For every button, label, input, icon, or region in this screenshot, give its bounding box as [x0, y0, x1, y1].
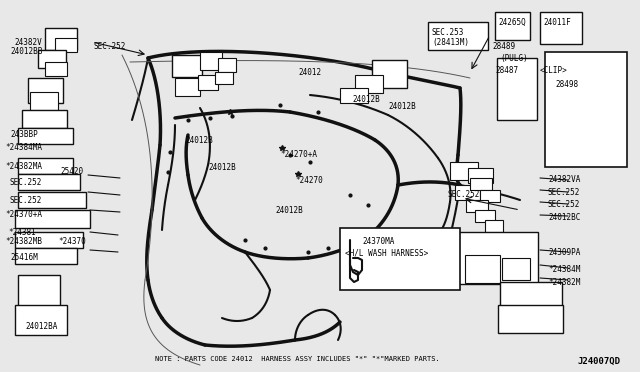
Text: SEC.252: SEC.252 [548, 188, 580, 197]
Bar [22, 110, 67, 128]
Text: SEC.252: SEC.252 [548, 200, 580, 209]
Bar [18, 174, 80, 190]
Bar [30, 92, 58, 110]
Text: <CLIP>: <CLIP> [540, 66, 568, 75]
Bar [18, 275, 60, 307]
Bar [495, 12, 530, 40]
Bar [545, 52, 627, 167]
Bar [372, 60, 407, 88]
Bar [18, 158, 73, 174]
Bar [450, 162, 478, 180]
Bar [175, 78, 200, 96]
Bar [38, 50, 66, 68]
Text: SEC.252: SEC.252 [93, 42, 125, 51]
Text: *24270+A: *24270+A [280, 150, 317, 159]
Text: 28498: 28498 [555, 80, 578, 89]
Bar [466, 200, 488, 212]
Text: 24012BB: 24012BB [10, 47, 42, 56]
Bar [485, 220, 503, 232]
Text: 24012B: 24012B [208, 163, 236, 172]
Text: *24382MB: *24382MB [5, 237, 42, 246]
Text: *24384M: *24384M [548, 265, 580, 274]
Text: SEC.252: SEC.252 [448, 190, 481, 199]
Bar [355, 75, 383, 93]
Text: *24381: *24381 [8, 228, 36, 237]
Bar [15, 210, 90, 228]
Bar [18, 192, 86, 208]
Bar [18, 128, 73, 144]
Text: 24012: 24012 [298, 68, 321, 77]
Bar [500, 282, 562, 310]
Text: 24370MA: 24370MA [362, 237, 394, 246]
Bar [470, 178, 492, 190]
Text: 25416M: 25416M [10, 253, 38, 262]
Text: NOTE : PARTS CODE 24012  HARNESS ASSY INCLUDES "*" "*"MARKED PARTS.: NOTE : PARTS CODE 24012 HARNESS ASSY INC… [155, 356, 440, 362]
Text: 24012B: 24012B [275, 206, 303, 215]
Bar [218, 58, 236, 72]
Bar [455, 185, 480, 200]
Text: 24012BC: 24012BC [548, 213, 580, 222]
Bar [475, 210, 495, 222]
Text: 24011F: 24011F [543, 18, 571, 27]
Bar [497, 58, 537, 120]
Text: SEC.252: SEC.252 [10, 178, 42, 187]
Text: *24382M: *24382M [548, 278, 580, 287]
Text: 24309PA: 24309PA [548, 248, 580, 257]
Bar [465, 255, 500, 283]
Text: 24012B: 24012B [352, 95, 380, 104]
Bar [45, 62, 67, 76]
Text: 24012B: 24012B [185, 136, 212, 145]
Text: 24265Q: 24265Q [498, 18, 525, 27]
Bar [200, 52, 222, 70]
Text: *24270: *24270 [295, 176, 323, 185]
Bar [15, 232, 83, 248]
Bar [28, 78, 63, 103]
Text: *24370+A: *24370+A [5, 210, 42, 219]
Bar [215, 72, 233, 84]
Text: *24370: *24370 [58, 237, 86, 246]
Text: 28487: 28487 [495, 66, 518, 75]
Bar [15, 248, 77, 264]
Bar [468, 168, 493, 183]
Text: 24382V: 24382V [14, 38, 42, 47]
Bar [55, 38, 77, 52]
Text: <H/L WASH HARNESS>: <H/L WASH HARNESS> [345, 249, 428, 258]
Bar [540, 12, 582, 44]
Text: SEC.253: SEC.253 [432, 28, 465, 37]
Text: SEC.252: SEC.252 [10, 196, 42, 205]
Text: *24382MA: *24382MA [5, 162, 42, 171]
Bar [340, 88, 368, 103]
Bar [458, 232, 538, 284]
Text: 24382VA: 24382VA [548, 175, 580, 184]
Bar [502, 258, 530, 280]
Text: *24384MA: *24384MA [5, 143, 42, 152]
Text: 243BBP: 243BBP [10, 130, 38, 139]
Text: (PULG): (PULG) [500, 54, 528, 63]
Bar [480, 190, 500, 202]
Bar [428, 22, 488, 50]
Bar [340, 228, 460, 290]
Text: 24012B: 24012B [388, 102, 416, 111]
Text: 28489: 28489 [492, 42, 515, 51]
Bar [15, 305, 67, 335]
Bar [198, 75, 218, 90]
Text: 24012BA: 24012BA [25, 322, 58, 331]
Text: (28413M): (28413M) [432, 38, 469, 47]
Text: J24007QD: J24007QD [577, 357, 620, 366]
Bar [172, 55, 202, 77]
Bar [45, 28, 77, 50]
Bar [498, 305, 563, 333]
Text: 25420: 25420 [60, 167, 83, 176]
